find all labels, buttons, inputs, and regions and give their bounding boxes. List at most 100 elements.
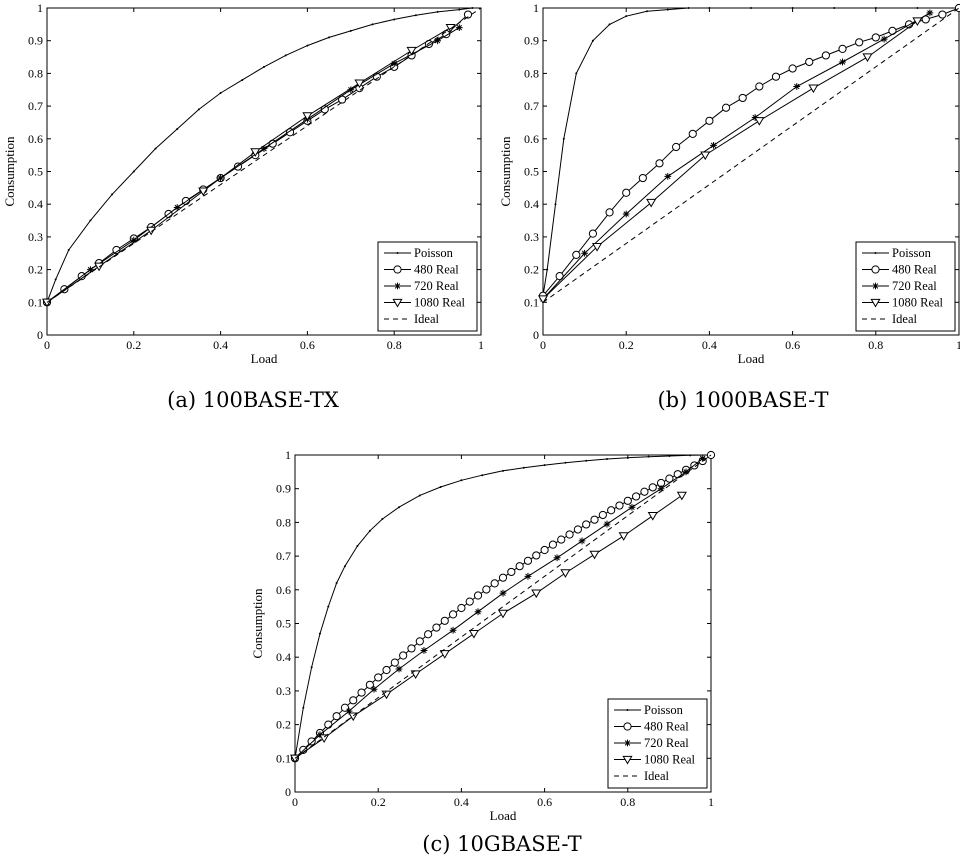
data-point: [721, 103, 731, 112]
data-point: [418, 494, 421, 497]
x-tick-label: 1: [956, 338, 960, 352]
legend-marker: [622, 755, 633, 765]
data-point: [318, 632, 321, 635]
data-point: [499, 589, 507, 597]
series-line: [46, 7, 473, 303]
legend-marker: [624, 739, 631, 747]
data-point: [381, 518, 384, 521]
legend-item: Ideal: [862, 312, 918, 326]
y-tick-label: 0.9: [28, 34, 43, 48]
data-point: [665, 474, 674, 483]
series-ideal: [294, 454, 712, 759]
y-tick-label: 0.4: [28, 197, 43, 211]
chart-panel-c: 0 0.2 0.4 0.6 0.8 1 0 0.1 0.2 0.3 0.4 0.5 0.6 0.7 0.8 0…: [250, 448, 716, 823]
data-point: [578, 537, 586, 545]
data-point: [605, 208, 614, 217]
y-tick-label: 0.7: [276, 549, 291, 563]
x-tick-label: 0.6: [785, 338, 800, 352]
data-point: [754, 117, 765, 126]
y-tick-label: 1: [285, 448, 291, 462]
data-point: [473, 591, 483, 600]
y-tick-label: 1: [37, 1, 43, 15]
data-point: [738, 93, 747, 103]
data-point: [260, 145, 268, 153]
data-point: [498, 573, 508, 582]
data-point: [592, 243, 603, 252]
data-point: [89, 219, 92, 222]
legend: Poisson 480 Real 720 Real 1080 Real Ideal: [607, 698, 708, 789]
data-point: [390, 658, 399, 667]
data-point: [357, 688, 366, 697]
x-tick-label: 0.2: [371, 795, 386, 809]
data-point: [548, 540, 558, 549]
data-point: [345, 707, 353, 715]
y-axis-label: Consumption: [250, 588, 265, 659]
data-point: [154, 147, 157, 150]
data-point: [938, 10, 947, 19]
data-point: [219, 92, 222, 95]
data-point: [537, 295, 549, 305]
legend-item: 480 Real: [384, 263, 459, 277]
data-point: [625, 15, 628, 18]
data-point: [310, 666, 313, 669]
data-point: [263, 65, 265, 68]
data-point: [588, 229, 598, 238]
data-point: [457, 603, 466, 613]
series-line: [294, 454, 712, 759]
data-point: [689, 454, 692, 457]
y-axis-label: Consumption: [2, 136, 17, 207]
caption-c: (c) 10GBASE-T: [422, 832, 582, 856]
data-point: [439, 486, 442, 489]
caption-b: (b) 1000BASE-T: [657, 388, 829, 412]
y-tick-label: 0.8: [524, 66, 539, 80]
legend: Poisson 480 Real 720 Real 1080 Real Ideal: [377, 241, 478, 332]
data-point: [415, 637, 424, 646]
legend-item: Ideal: [384, 312, 440, 326]
data-point: [572, 250, 581, 259]
chart-panel-b: 0 0.2 0.4 0.6 0.8 1 0 0.1 0.2 0.3 0.4 0.5 0.6 0.7 0.8 0…: [498, 1, 960, 366]
data-point: [368, 529, 371, 532]
legend-item: Poisson: [862, 246, 932, 260]
data-point: [615, 501, 624, 510]
legend-label: 480 Real: [892, 263, 937, 277]
data-point: [585, 459, 588, 462]
data-point: [926, 9, 934, 17]
data-point: [349, 696, 358, 705]
x-tick-label: 0.4: [702, 338, 717, 352]
data-point: [463, 10, 473, 19]
x-tick-label: 0.6: [537, 795, 552, 809]
legend: Poisson 480 Real 720 Real 1080 Real Ideal: [855, 241, 956, 332]
data-point: [347, 86, 355, 94]
y-tick-label: 0: [37, 328, 43, 342]
data-point: [664, 173, 672, 180]
legend-label: Poisson: [414, 246, 454, 260]
legend-label: 1080 Real: [644, 753, 696, 767]
data-point: [434, 37, 441, 45]
x-tick-label: 0.4: [454, 795, 469, 809]
data-point: [67, 248, 70, 251]
x-tick-label: 0.2: [619, 338, 634, 352]
legend-label: 480 Real: [644, 720, 689, 734]
data-point: [458, 8, 461, 11]
data-point: [302, 112, 313, 121]
data-point: [687, 7, 690, 9]
data-point: [708, 7, 711, 9]
series-poisson: [294, 454, 712, 760]
y-tick-label: 0.5: [276, 617, 291, 631]
data-point: [250, 148, 261, 157]
data-point: [398, 506, 400, 509]
legend-marker: [870, 298, 881, 308]
y-tick-label: 0.6: [524, 132, 539, 146]
data-point: [805, 57, 814, 67]
data-point: [560, 569, 571, 578]
x-tick-label: 1: [478, 338, 484, 352]
data-point: [390, 60, 398, 67]
legend-marker: [623, 722, 632, 731]
data-point: [241, 78, 244, 81]
data-point: [916, 7, 919, 9]
data-point: [356, 544, 359, 547]
legend-label: Ideal: [414, 312, 440, 326]
legend-label: Ideal: [892, 312, 918, 326]
legend-item: 1080 Real: [384, 296, 466, 310]
caption-a: (a) 100BASE-TX: [167, 388, 339, 412]
